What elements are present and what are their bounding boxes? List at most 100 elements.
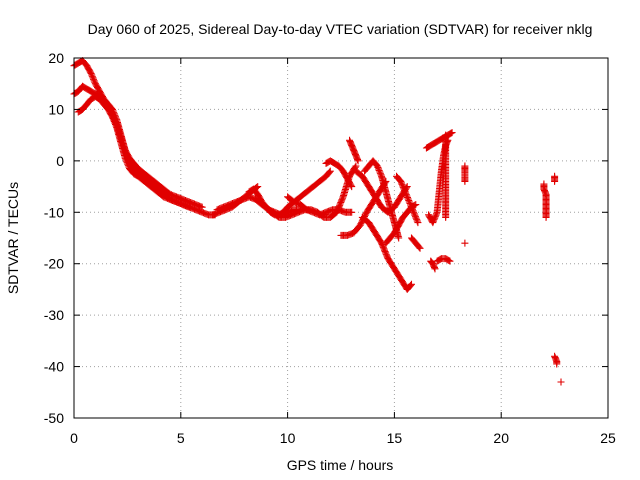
data-point-marker: [415, 243, 423, 251]
data-point-marker: [254, 183, 262, 191]
tick-labels: 0 5 10 15 20 25 -50 -40 -30 -20 -10 0 10 20: [44, 50, 616, 446]
data-point-marker: [325, 168, 333, 176]
data-point-marker: [185, 203, 193, 211]
series-track-u: [427, 257, 439, 273]
data-point-marker: [557, 378, 565, 386]
x-tick-label: 0: [70, 430, 78, 446]
data-point-marker: [111, 119, 119, 127]
data-point-marker: [348, 183, 356, 191]
x-tick-label: 15: [387, 430, 403, 446]
series-track-i: [322, 157, 356, 191]
data-point-marker: [414, 219, 422, 227]
data-point-marker: [110, 116, 118, 124]
series-track-c: [74, 93, 193, 211]
data-point-marker: [405, 197, 413, 205]
data-point-marker: [410, 210, 418, 218]
data-point-marker: [375, 165, 383, 173]
data-point-marker: [395, 234, 403, 242]
data-point-marker: [347, 181, 355, 189]
data-point-marker: [90, 77, 98, 85]
data-point-marker: [124, 162, 132, 170]
y-tick-label: 10: [48, 101, 64, 117]
data-point-marker: [354, 157, 362, 165]
data-point-marker: [413, 217, 421, 225]
data-point-marker: [410, 208, 418, 216]
data-point-marker: [430, 216, 438, 224]
data-point-marker: [448, 129, 456, 137]
data-point-marker: [447, 129, 455, 137]
series-track-w: [461, 162, 469, 185]
grid: [74, 58, 608, 418]
chart-title: Day 060 of 2025, Sidereal Day-to-day VTE…: [88, 21, 593, 37]
data-point-marker: [122, 157, 130, 165]
series-track-g: [262, 162, 360, 221]
data-point-marker: [374, 163, 382, 171]
series-track-t: [442, 131, 450, 221]
data-point-marker: [411, 211, 419, 219]
x-tick-label: 20: [493, 430, 509, 446]
series-track-a: [70, 57, 219, 219]
y-tick-label: 0: [56, 153, 64, 169]
y-axis-title: SDTVAR / TECUs: [5, 182, 21, 294]
x-tick-label: 25: [600, 430, 616, 446]
x-tick-label: 10: [280, 430, 296, 446]
data-point-marker: [375, 166, 383, 174]
data-point-marker: [402, 191, 410, 199]
y-tick-label: -20: [44, 256, 64, 272]
data-point-marker: [429, 219, 437, 227]
series-track-h: [284, 193, 356, 219]
data-point-marker: [400, 186, 408, 194]
data-point-marker: [326, 167, 334, 175]
data-point-marker: [402, 189, 410, 197]
series-track-q: [407, 234, 424, 252]
data-point-marker: [445, 257, 453, 264]
axis-ticks: [73, 57, 609, 419]
data-point-marker: [123, 159, 131, 167]
data-point-marker: [431, 214, 439, 222]
data-point-marker: [403, 192, 411, 200]
data-point-marker: [88, 71, 96, 79]
y-tick-label: -30: [44, 307, 64, 323]
data-point-marker: [407, 280, 415, 288]
data-point-marker: [407, 202, 415, 210]
data-point-marker: [461, 177, 469, 185]
data-point-marker: [401, 188, 409, 196]
series-track-bb: [557, 378, 565, 386]
y-tick-label: -50: [44, 410, 64, 426]
data-point-marker: [405, 198, 413, 206]
data-point-marker: [446, 257, 454, 265]
series-track-p: [393, 172, 422, 227]
data-point-marker: [110, 118, 118, 126]
data-point-marker: [351, 163, 359, 171]
series-track-x: [461, 239, 469, 247]
data-point-marker: [431, 213, 439, 221]
y-tick-label: -10: [44, 204, 64, 220]
series-track-y: [540, 180, 550, 221]
plot-frame: [73, 57, 609, 419]
data-point-marker: [400, 185, 408, 193]
data-point-marker: [442, 213, 450, 221]
data-point-marker: [122, 156, 130, 164]
y-tick-label: 20: [48, 50, 64, 66]
series-track-v: [433, 255, 454, 265]
series-track-z: [551, 172, 559, 185]
series-track-j: [346, 136, 362, 165]
series-track-n: [358, 213, 415, 293]
data-point-marker: [412, 214, 420, 222]
data-point-marker: [551, 177, 559, 185]
data-point-marker: [109, 115, 117, 123]
data-point-marker: [111, 120, 119, 128]
data-point-marker: [376, 168, 384, 176]
x-axis-title: GPS time / hours: [287, 457, 394, 473]
data-point-marker: [433, 210, 441, 218]
data-point-marker: [416, 244, 424, 252]
data-point-marker: [404, 194, 412, 202]
data-point-marker: [198, 203, 206, 211]
data-point-marker: [399, 182, 407, 190]
data-point-marker: [89, 74, 97, 82]
data-point-marker: [429, 217, 437, 225]
series-track-aa: [551, 352, 561, 368]
data-point-marker: [108, 113, 116, 121]
x-tick-label: 5: [177, 430, 185, 446]
